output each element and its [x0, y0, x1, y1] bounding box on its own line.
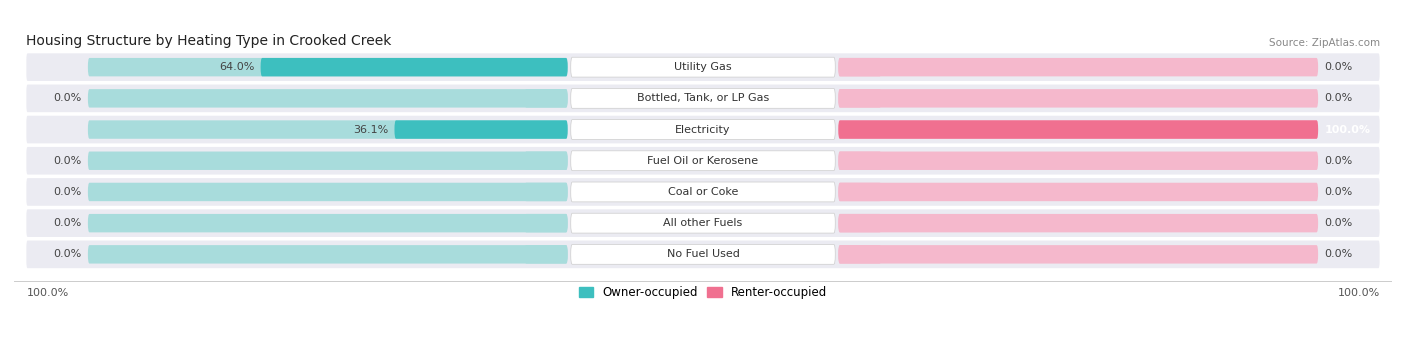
Text: 0.0%: 0.0% — [1324, 62, 1353, 72]
Text: 0.0%: 0.0% — [1324, 249, 1353, 260]
FancyBboxPatch shape — [524, 183, 568, 201]
Text: Utility Gas: Utility Gas — [675, 62, 731, 72]
FancyBboxPatch shape — [87, 120, 568, 139]
Text: Housing Structure by Heating Type in Crooked Creek: Housing Structure by Heating Type in Cro… — [27, 34, 392, 48]
FancyBboxPatch shape — [27, 178, 1379, 206]
FancyBboxPatch shape — [87, 58, 568, 76]
Text: Coal or Coke: Coal or Coke — [668, 187, 738, 197]
Text: 0.0%: 0.0% — [1324, 218, 1353, 228]
FancyBboxPatch shape — [27, 85, 1379, 112]
Text: No Fuel Used: No Fuel Used — [666, 249, 740, 260]
FancyBboxPatch shape — [838, 58, 1319, 76]
FancyBboxPatch shape — [87, 183, 568, 201]
Text: 100.0%: 100.0% — [27, 288, 69, 298]
FancyBboxPatch shape — [27, 116, 1379, 143]
Legend: Owner-occupied, Renter-occupied: Owner-occupied, Renter-occupied — [579, 286, 827, 299]
FancyBboxPatch shape — [87, 214, 568, 232]
FancyBboxPatch shape — [838, 120, 1319, 139]
Text: 0.0%: 0.0% — [53, 218, 82, 228]
FancyBboxPatch shape — [87, 89, 568, 107]
Text: 0.0%: 0.0% — [1324, 156, 1353, 166]
Text: 0.0%: 0.0% — [53, 93, 82, 103]
FancyBboxPatch shape — [524, 245, 568, 264]
FancyBboxPatch shape — [260, 58, 568, 76]
FancyBboxPatch shape — [571, 213, 835, 233]
Text: 0.0%: 0.0% — [53, 156, 82, 166]
Text: 0.0%: 0.0% — [53, 249, 82, 260]
FancyBboxPatch shape — [838, 214, 1319, 232]
FancyBboxPatch shape — [838, 245, 882, 264]
FancyBboxPatch shape — [395, 120, 568, 139]
Text: 64.0%: 64.0% — [219, 62, 254, 72]
FancyBboxPatch shape — [571, 120, 835, 139]
Text: All other Fuels: All other Fuels — [664, 218, 742, 228]
FancyBboxPatch shape — [571, 244, 835, 264]
FancyBboxPatch shape — [838, 151, 882, 170]
Text: Source: ZipAtlas.com: Source: ZipAtlas.com — [1268, 38, 1379, 48]
FancyBboxPatch shape — [27, 147, 1379, 175]
FancyBboxPatch shape — [838, 89, 882, 107]
FancyBboxPatch shape — [571, 88, 835, 108]
FancyBboxPatch shape — [87, 245, 568, 264]
FancyBboxPatch shape — [838, 120, 1319, 139]
FancyBboxPatch shape — [838, 183, 1319, 201]
Text: 0.0%: 0.0% — [53, 187, 82, 197]
FancyBboxPatch shape — [838, 89, 1319, 107]
FancyBboxPatch shape — [524, 89, 568, 107]
Text: Electricity: Electricity — [675, 124, 731, 135]
Text: 0.0%: 0.0% — [1324, 93, 1353, 103]
FancyBboxPatch shape — [838, 214, 882, 232]
FancyBboxPatch shape — [838, 151, 1319, 170]
FancyBboxPatch shape — [524, 214, 568, 232]
FancyBboxPatch shape — [27, 53, 1379, 81]
Text: Bottled, Tank, or LP Gas: Bottled, Tank, or LP Gas — [637, 93, 769, 103]
FancyBboxPatch shape — [87, 151, 568, 170]
FancyBboxPatch shape — [571, 151, 835, 171]
Text: 100.0%: 100.0% — [1337, 288, 1379, 298]
FancyBboxPatch shape — [838, 183, 882, 201]
FancyBboxPatch shape — [27, 240, 1379, 268]
FancyBboxPatch shape — [838, 245, 1319, 264]
Text: 36.1%: 36.1% — [353, 124, 388, 135]
FancyBboxPatch shape — [571, 182, 835, 202]
FancyBboxPatch shape — [27, 209, 1379, 237]
FancyBboxPatch shape — [571, 57, 835, 77]
Text: 0.0%: 0.0% — [1324, 187, 1353, 197]
FancyBboxPatch shape — [838, 58, 882, 76]
Text: Fuel Oil or Kerosene: Fuel Oil or Kerosene — [647, 156, 759, 166]
Text: 100.0%: 100.0% — [1324, 124, 1371, 135]
FancyBboxPatch shape — [524, 151, 568, 170]
